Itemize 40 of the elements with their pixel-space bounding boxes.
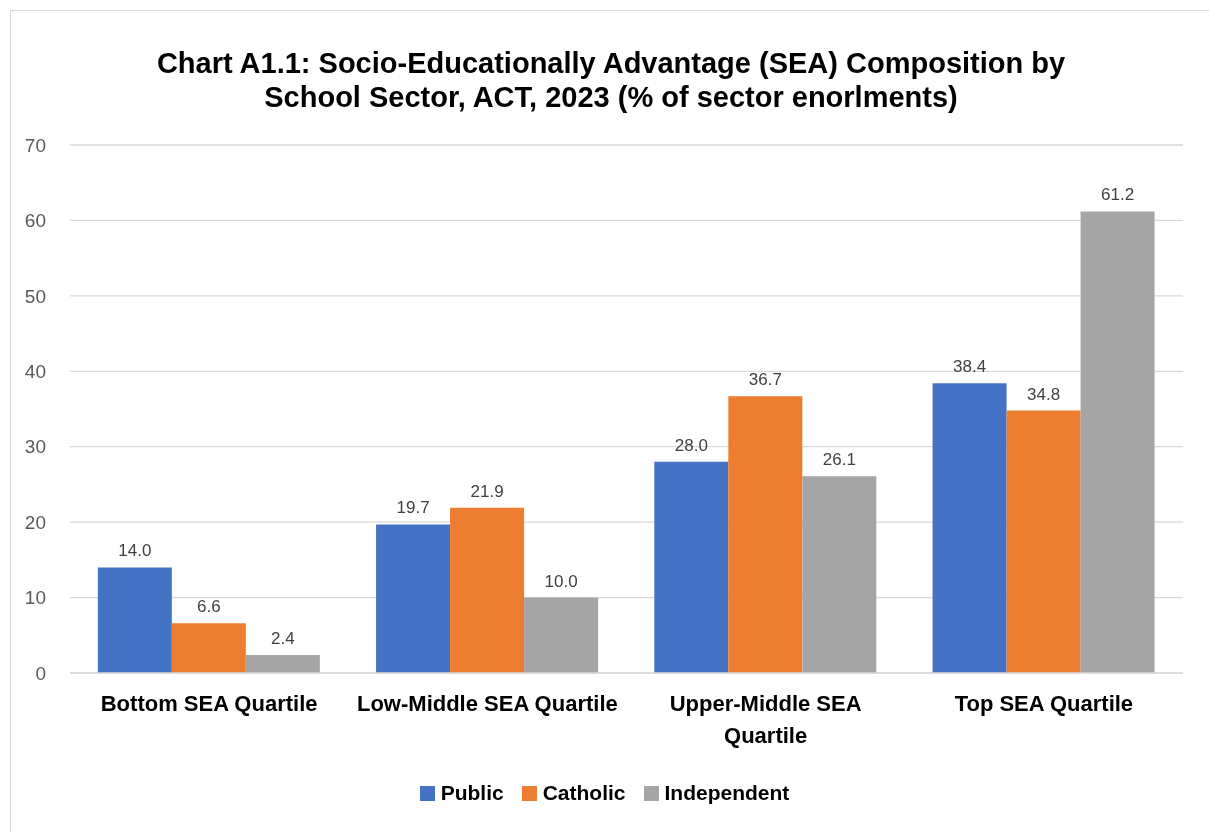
- data-label: 26.1: [822, 450, 856, 470]
- legend-label: Catholic: [542, 781, 626, 805]
- bar: [524, 597, 599, 673]
- bar: [932, 383, 1007, 673]
- y-tick-label: 20: [24, 511, 46, 533]
- y-tick-label: 70: [24, 134, 46, 156]
- data-label: 14.0: [118, 541, 152, 561]
- data-label: 10.0: [544, 571, 578, 591]
- y-tick-label: 60: [24, 210, 46, 232]
- y-tick-label: 30: [24, 436, 46, 458]
- bar: [171, 623, 246, 673]
- legend-label: Public: [440, 781, 504, 805]
- x-tick-label: Bottom SEA Quartile: [100, 691, 318, 716]
- bar: [728, 396, 803, 673]
- data-label: 19.7: [396, 498, 430, 518]
- bar: [1006, 410, 1081, 673]
- bar: [1080, 211, 1155, 673]
- bar: [654, 461, 729, 673]
- y-tick-label: 0: [35, 662, 46, 684]
- legend-label: Independent: [664, 781, 790, 805]
- data-label: 6.6: [197, 597, 221, 617]
- data-label: 34.8: [1027, 384, 1061, 404]
- bar: [802, 476, 877, 673]
- bar: [245, 654, 320, 673]
- bar: [450, 507, 525, 673]
- y-tick-label: 10: [24, 587, 46, 609]
- data-label: 2.4: [271, 628, 295, 648]
- x-tick-label: Low-Middle SEA Quartile: [356, 691, 618, 716]
- data-label: 21.9: [470, 481, 504, 501]
- bar: [376, 524, 451, 673]
- x-tick-label: Top SEA Quartile: [954, 691, 1134, 716]
- data-label: 38.4: [953, 357, 987, 377]
- x-tick-label: Upper-Middle SEA Quartile: [669, 691, 862, 748]
- chart-title: Chart A1.1: Socio-Educationally Advantage (SEA) Composition by School Sector, ACT, 2023 (% of sector enorlments): [155, 46, 1067, 114]
- y-tick-label: 40: [24, 361, 46, 383]
- bar: [97, 567, 172, 673]
- y-tick-label: 50: [24, 285, 46, 307]
- data-label: 28.0: [674, 435, 708, 455]
- data-label: 61.2: [1101, 185, 1135, 205]
- data-label: 36.7: [748, 370, 782, 390]
